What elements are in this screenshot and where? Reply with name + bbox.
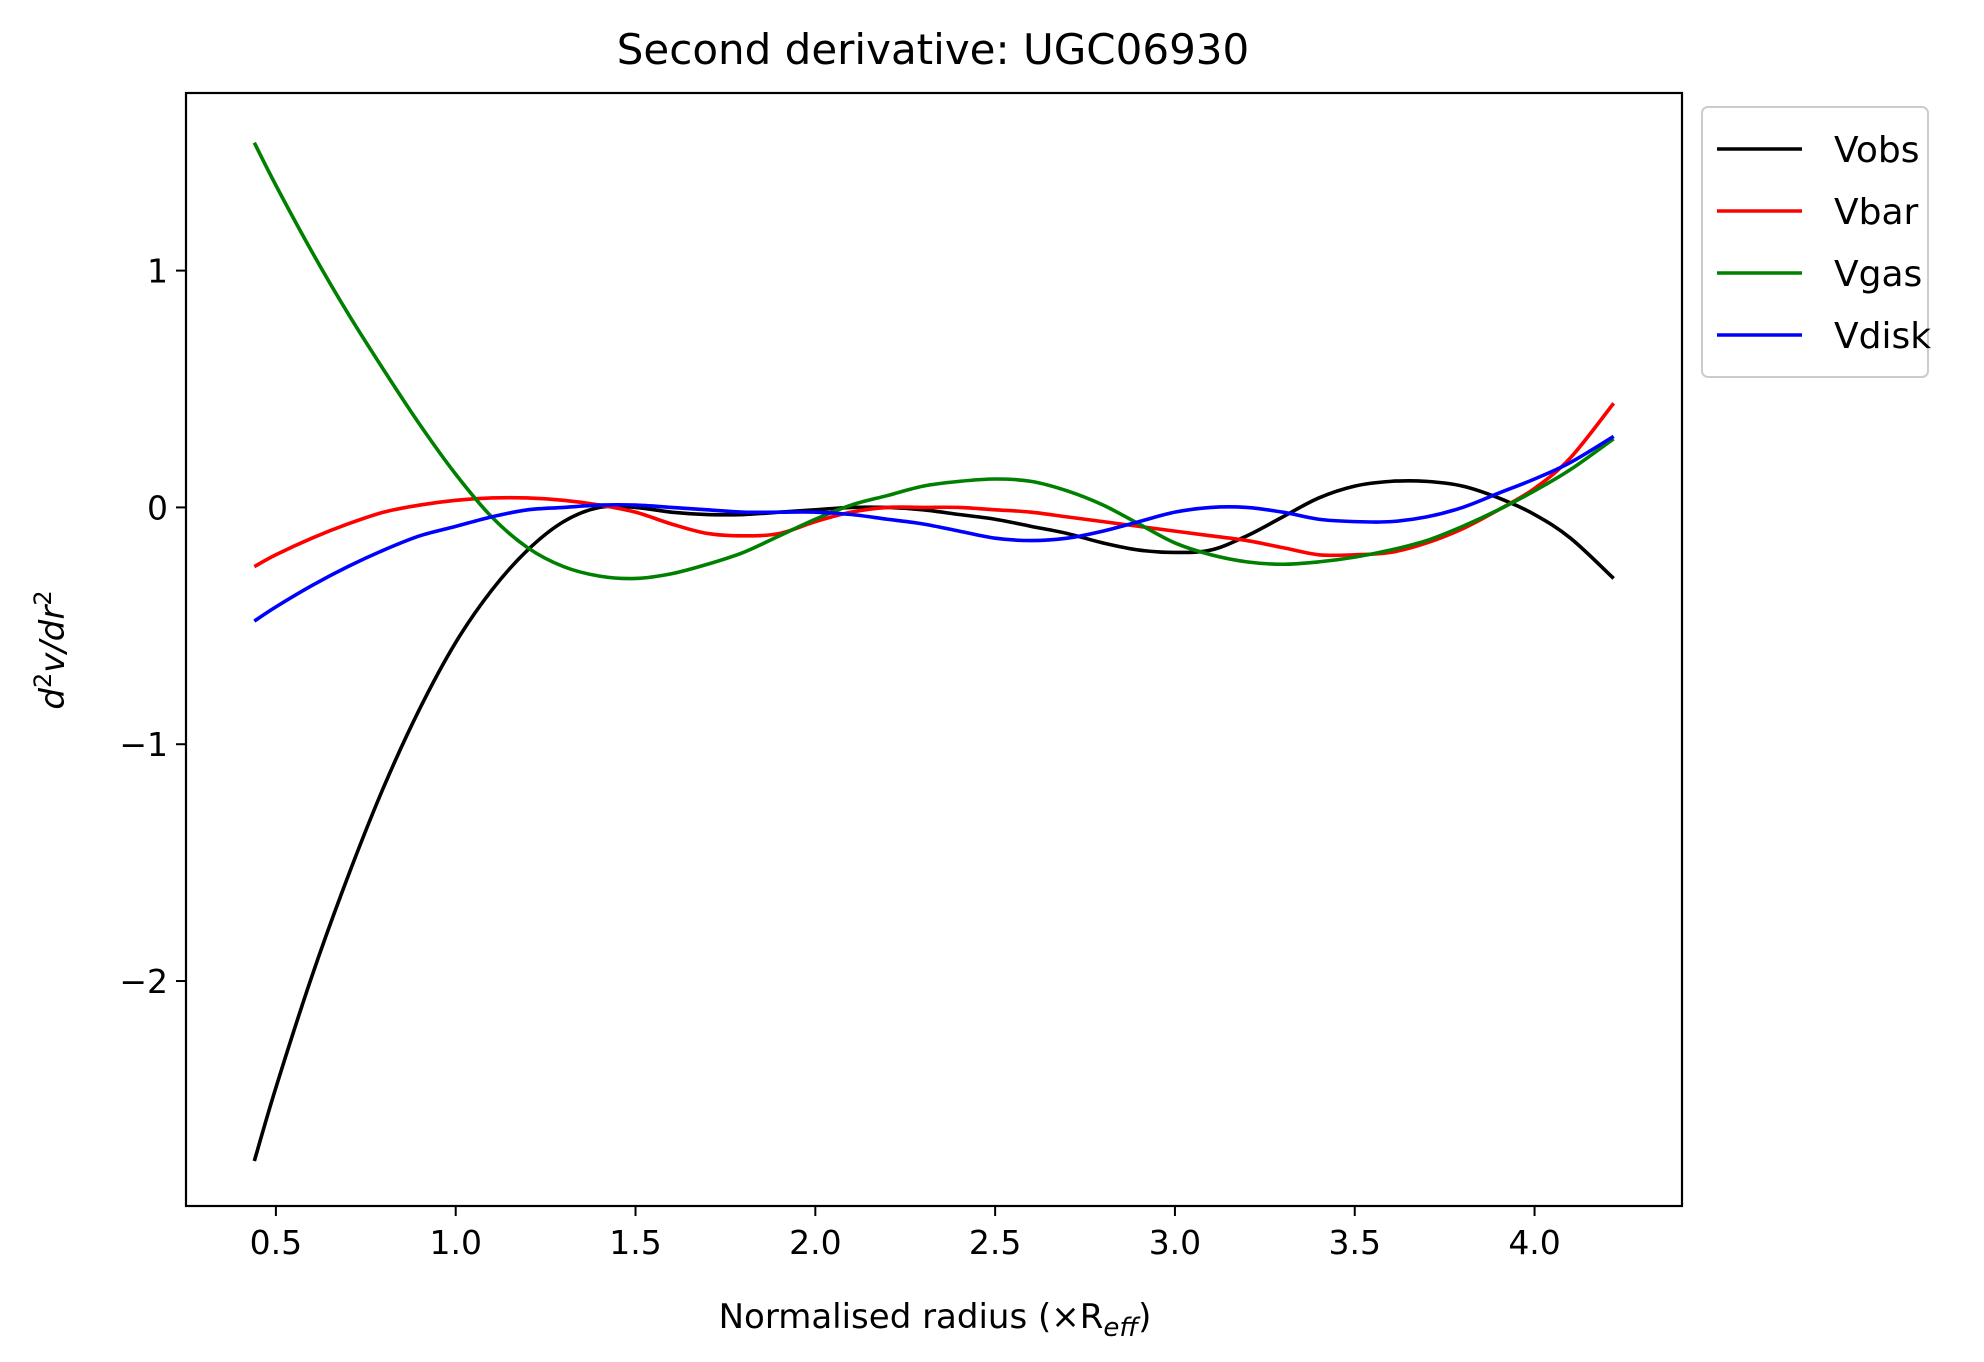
- x-tick-label: 3.0: [1149, 1223, 1201, 1262]
- x-tick-label: 0.5: [250, 1223, 302, 1262]
- x-axis: 0.5 1.0 1.5 2.0 2.5 3.0 3.5 4.0: [250, 1206, 1561, 1262]
- y-axis-label-vdr: v/dr: [33, 604, 73, 673]
- legend-label-vobs: Vobs: [1834, 130, 1919, 171]
- y-axis: −2 −1 0 1: [119, 252, 186, 1001]
- series-line-vdisk: [253, 434, 1615, 623]
- series-line-vgas: [252, 141, 1615, 581]
- x-tick-label: 2.0: [789, 1223, 841, 1262]
- x-tick-label: 1.5: [609, 1223, 661, 1262]
- y-axis-label-d: d: [33, 688, 73, 710]
- y-axis-label: d2v/dr2: [29, 590, 73, 709]
- x-tick-label: 1.0: [429, 1223, 481, 1262]
- chart-title: Second derivative: UGC06930: [617, 25, 1250, 74]
- plot-area: [184, 91, 1684, 1208]
- x-axis-label: Normalised radius (×Reff): [719, 1297, 1152, 1343]
- x-axis-label-close: ): [1138, 1297, 1151, 1337]
- legend: Vobs Vbar Vgas Vdisk: [1701, 106, 1931, 378]
- legend-label-vgas: Vgas: [1834, 254, 1922, 295]
- legend-frame: [1701, 106, 1929, 378]
- legend-label-vbar: Vbar: [1834, 192, 1919, 233]
- y-axis-label-exponent-1: 2: [29, 673, 57, 688]
- series-layer: [252, 141, 1616, 1162]
- y-axis-label-exponent-2: 2: [29, 590, 57, 605]
- x-tick-label: 4.0: [1508, 1223, 1560, 1262]
- legend-label-vdisk: Vdisk: [1834, 316, 1931, 357]
- y-tick-label: 0: [147, 488, 168, 527]
- plot-frame: [184, 91, 1684, 1208]
- plot-background: [186, 93, 1682, 1206]
- y-tick-label: −1: [119, 725, 168, 764]
- x-axis-label-subscript: eff: [1103, 1313, 1141, 1343]
- y-tick-label: −2: [119, 962, 168, 1001]
- y-tick-label: 1: [147, 252, 168, 291]
- x-tick-label: 2.5: [969, 1223, 1021, 1262]
- x-axis-label-main: Normalised radius (×R: [719, 1297, 1104, 1337]
- x-tick-label: 3.5: [1329, 1223, 1381, 1262]
